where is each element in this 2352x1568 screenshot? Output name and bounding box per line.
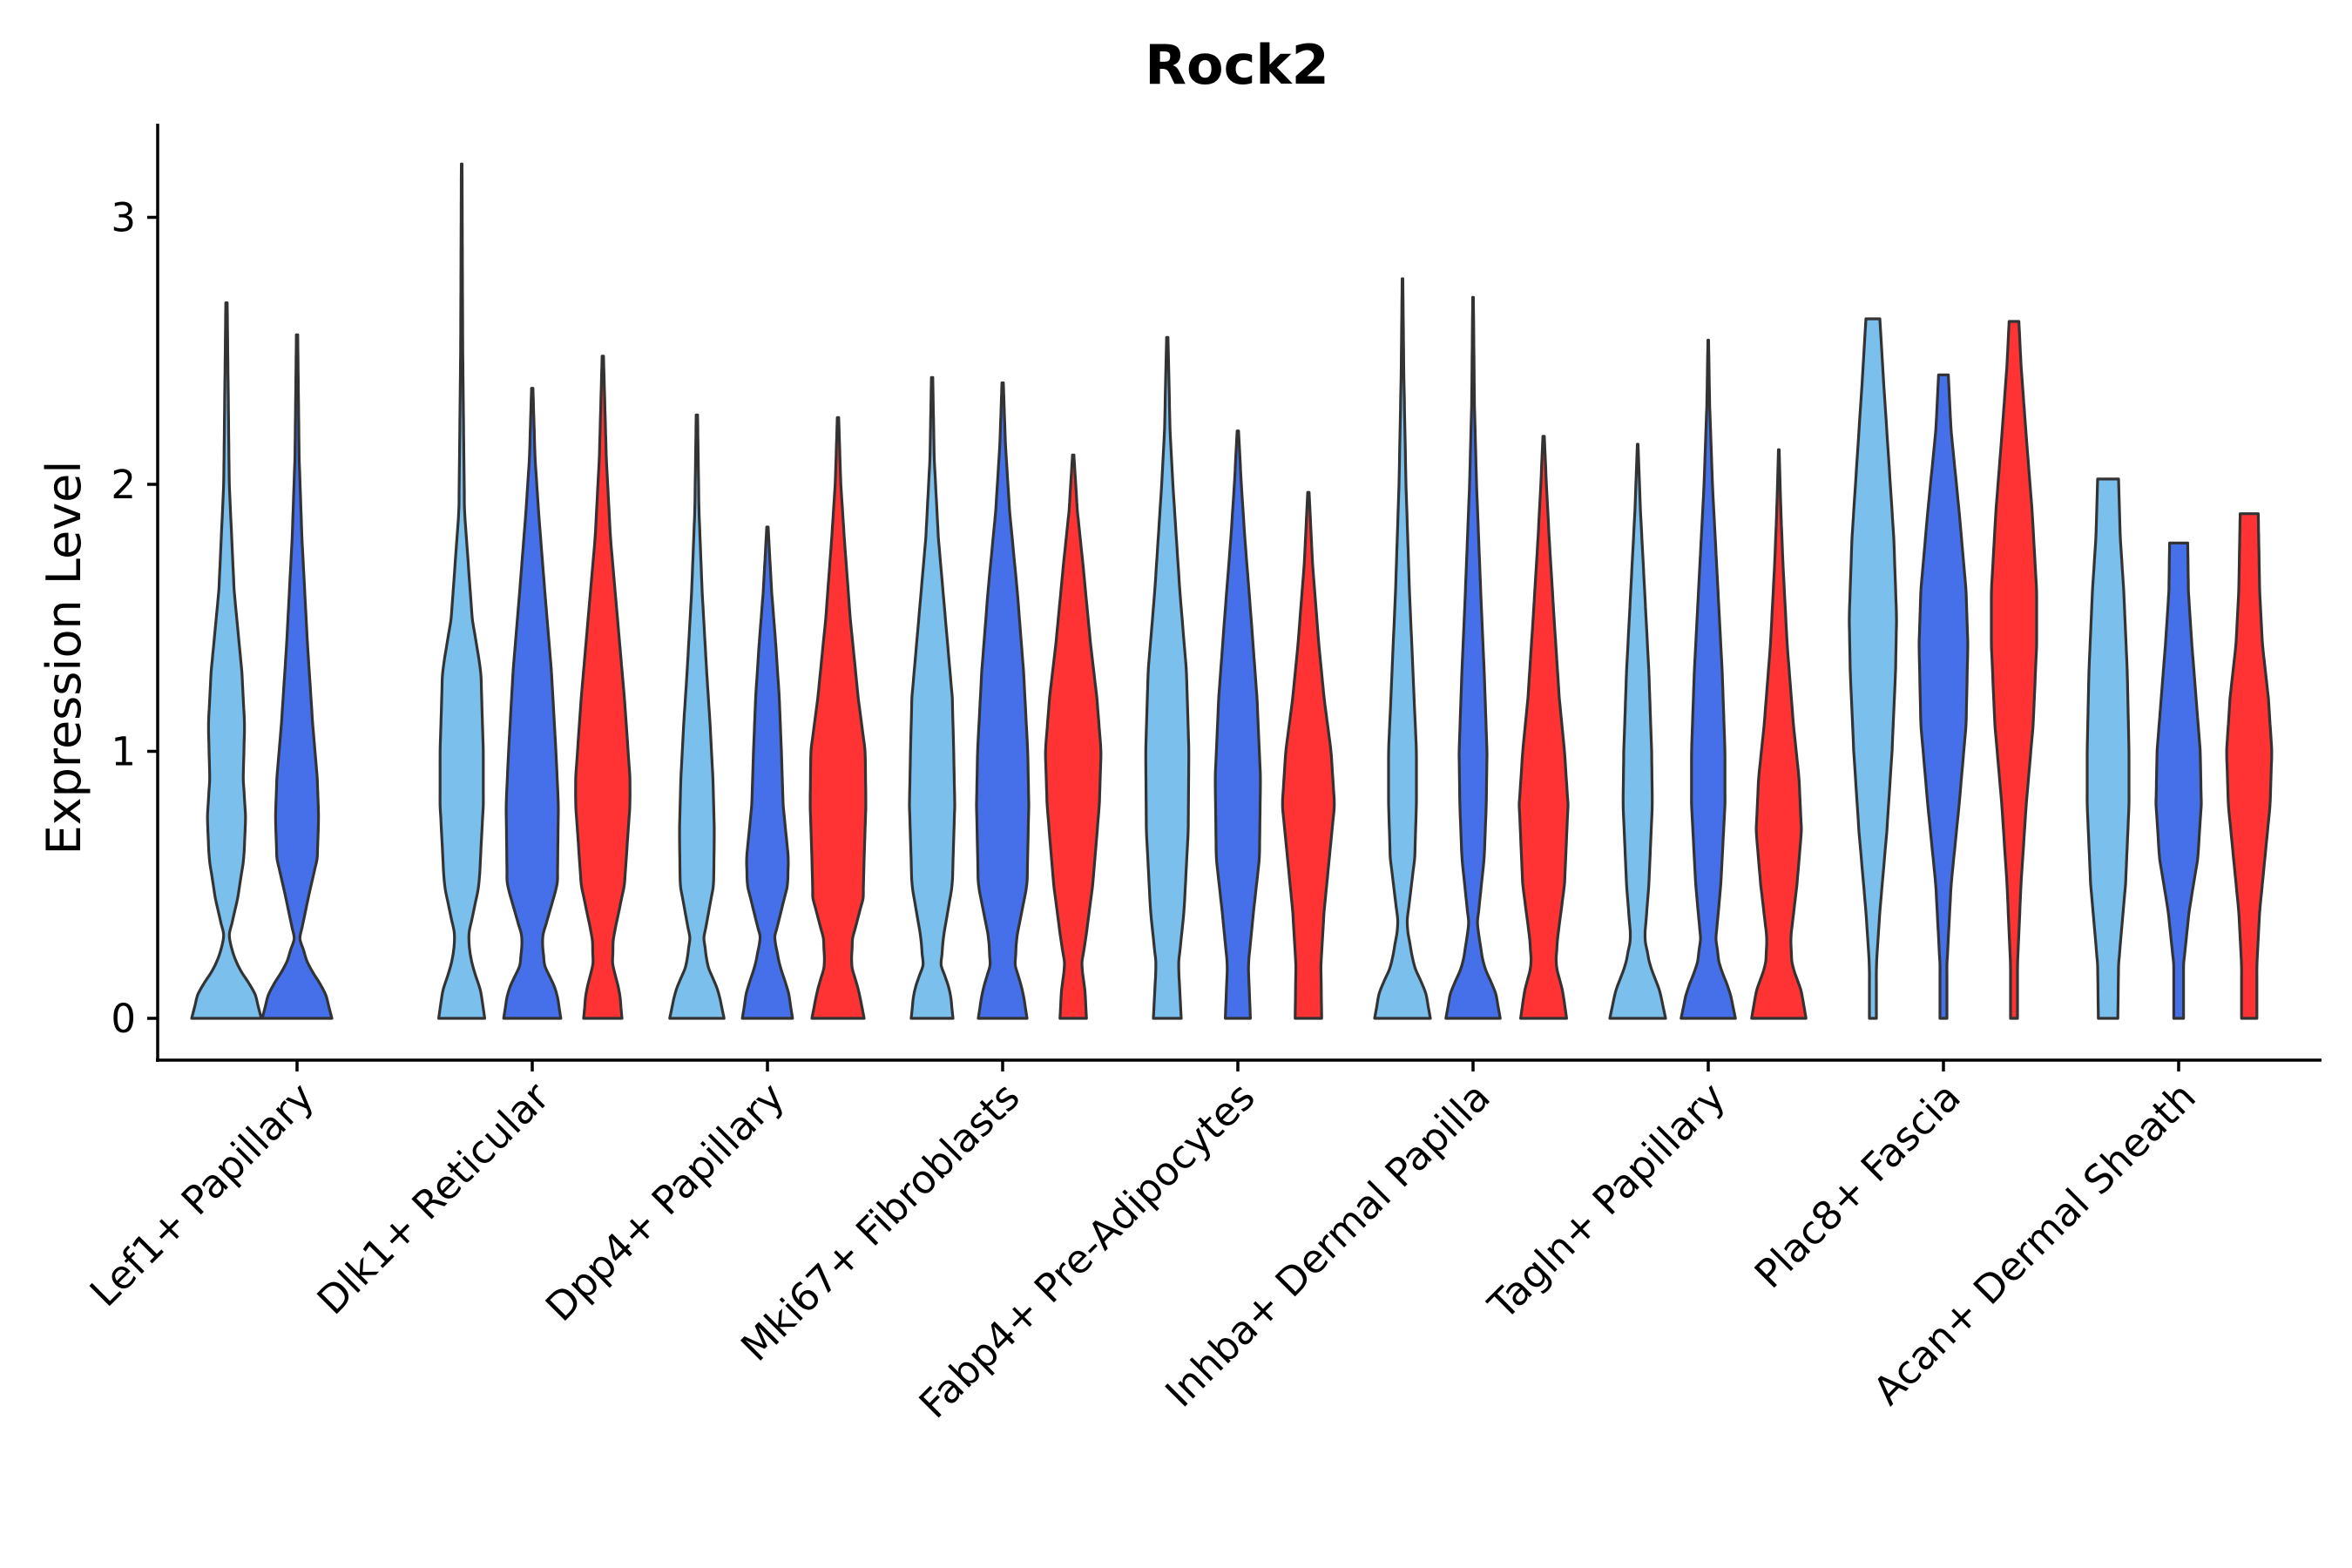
x-tick-label: Tagln+ Papillary (1479, 1073, 1734, 1328)
y-tick-label: 3 (111, 195, 136, 241)
violin-light-blue-1 (437, 162, 486, 1020)
violin-red-4 (1281, 490, 1336, 1020)
violin-light-blue-6 (1608, 443, 1667, 1020)
violin-light-blue-5 (1373, 277, 1432, 1020)
violin-light-blue-4 (1144, 335, 1191, 1020)
violin-blue-2 (740, 525, 794, 1020)
violin-blue-7 (1917, 373, 1970, 1020)
x-tick-label: Dlk1+ Reticular (308, 1073, 558, 1323)
violin-light-blue-7 (1848, 317, 1898, 1020)
violin-light-blue-8 (2085, 477, 2131, 1020)
violin-blue-1 (502, 387, 563, 1020)
x-tick-label: Lef1+ Papillary (81, 1073, 323, 1315)
violin-blue-3 (975, 381, 1031, 1020)
violin-red-2 (808, 416, 868, 1020)
y-tick-label: 2 (111, 462, 136, 508)
chart-title: Rock2 (1145, 33, 1328, 97)
violin-blue-0 (260, 333, 334, 1020)
violin-red-5 (1517, 435, 1570, 1020)
violin-light-blue-3 (908, 375, 956, 1020)
y-axis-label: Expression Level (37, 461, 91, 855)
x-tick-label: Dpp4+ Papillary (537, 1073, 794, 1330)
y-tick-label: 0 (111, 996, 136, 1042)
y-tick-label: 1 (111, 729, 136, 775)
violin-blue-8 (2154, 541, 2203, 1020)
violin-red-8 (2225, 512, 2274, 1020)
y-ticks-group: 0 1 2 3 (111, 195, 158, 1042)
violins-group (190, 162, 2274, 1020)
violin-blue-6 (1680, 338, 1737, 1020)
violin-red-3 (1044, 453, 1103, 1020)
violin-red-7 (1990, 320, 2038, 1020)
violin-red-1 (574, 355, 632, 1020)
violin-light-blue-0 (190, 301, 263, 1020)
violin-red-6 (1750, 448, 1808, 1020)
violin-blue-5 (1444, 295, 1502, 1020)
x-tick-label: Plac8+ Fascia (1746, 1073, 1970, 1297)
violin-blue-4 (1213, 429, 1262, 1020)
violin-light-blue-2 (668, 413, 726, 1020)
